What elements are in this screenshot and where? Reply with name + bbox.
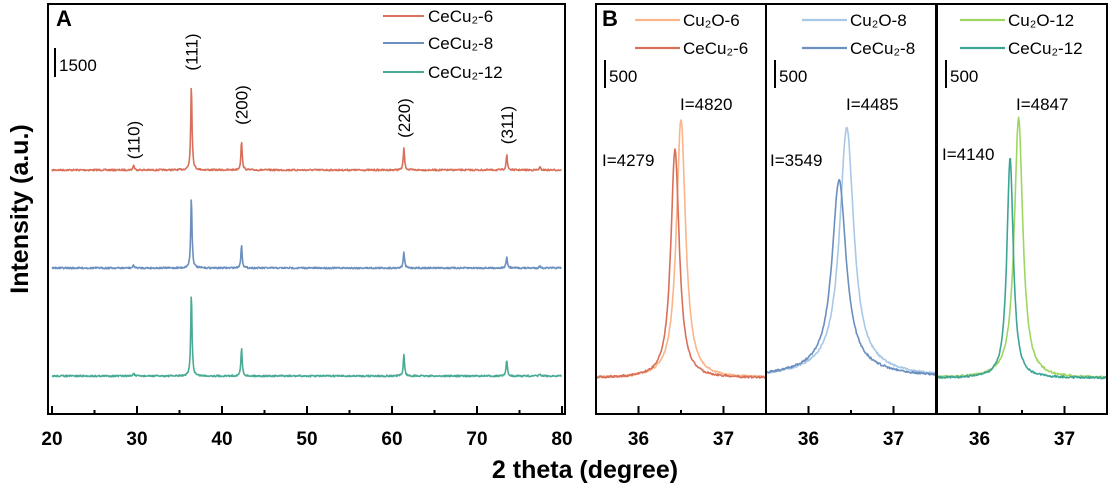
peak-intensity-label: I=3549 <box>770 151 822 170</box>
peak-intensity-label: I=4279 <box>602 151 654 170</box>
legend-label: CeCu₂-8 <box>850 39 915 58</box>
panel-b: Cu₂O-6 CeCu₂-6 500 36 37 I=4820 I=4279 Cu₂O-8 Ce… <box>595 3 1108 450</box>
subpanel-frame <box>765 3 937 415</box>
trace-CeCu₂-12 <box>936 157 1107 380</box>
x-tick-label: 37 <box>883 429 904 450</box>
x-tick-label: 36 <box>969 429 990 450</box>
panel-b-subpanels: Cu₂O-6 CeCu₂-6 500 36 37 I=4820 I=4279 Cu₂O-8 Ce… <box>595 3 1108 450</box>
subpanel-1: Cu₂O-6 CeCu₂-6 500 36 37 I=4820 I=4279 <box>595 3 767 450</box>
panel-a-legend: CeCu₂-6 CeCu₂-8 CeCu₂-12 <box>383 7 503 82</box>
panel-a-scale-bar-label: 1500 <box>59 56 97 75</box>
trace-Cu₂O-6 <box>595 119 766 379</box>
peak-intensity-label: I=4140 <box>942 145 994 164</box>
peak-intensity-label: I=4820 <box>680 95 732 114</box>
legend-label: Cu₂O-8 <box>850 11 907 30</box>
reflection-label: (200) <box>233 85 252 125</box>
legend-label: CeCu₂-12 <box>1008 39 1083 58</box>
trace-Cu₂O-8 <box>765 126 936 375</box>
legend-label: CeCu₂-6 <box>683 39 748 58</box>
legend-label: CeCu₂-8 <box>428 34 493 53</box>
scale-bar-label: 500 <box>779 67 807 86</box>
trace-1 <box>51 199 562 270</box>
trace-2 <box>51 296 563 378</box>
legend-label: CeCu₂-12 <box>428 63 503 82</box>
panel-a-label: A <box>56 6 72 31</box>
legend-label: Cu₂O-12 <box>1008 11 1074 30</box>
x-tick-label: 50 <box>296 429 317 450</box>
x-tick-label: 37 <box>1054 429 1075 450</box>
panel-a-reflection-labels: (110) (111) (200) (220) (311) <box>125 33 517 159</box>
scale-bar-label: 500 <box>950 67 978 86</box>
peak-intensity-label: I=4847 <box>1016 95 1068 114</box>
x-tick-label: 36 <box>628 429 649 450</box>
trace-CeCu₂-8 <box>765 178 936 376</box>
reflection-label: (220) <box>395 98 414 138</box>
x-tick-label: 36 <box>798 429 819 450</box>
x-tick-label: 80 <box>551 429 572 450</box>
x-tick-label: 60 <box>381 429 402 450</box>
x-axis-label: 2 theta (degree) <box>492 456 678 484</box>
trace-0 <box>51 87 562 172</box>
subpanel-3: Cu₂O-12 CeCu₂-12 500 36 37 I=4847 I=4140 <box>936 3 1108 450</box>
reflection-label: (111) <box>182 33 201 70</box>
legend-label: CeCu₂-6 <box>428 7 493 26</box>
y-axis-label: Intensity (a.u.) <box>6 124 34 293</box>
x-tick-label: 37 <box>713 429 734 450</box>
legend-label: Cu₂O-6 <box>683 11 740 30</box>
reflection-label: (110) <box>125 121 144 159</box>
x-tick-label: 40 <box>211 429 232 450</box>
x-tick-label: 70 <box>466 429 487 450</box>
x-tick-label: 20 <box>41 429 62 450</box>
panel-a-x-ticks: 20 30 40 50 60 70 80 <box>41 406 573 450</box>
x-tick-label: 30 <box>126 429 147 450</box>
peak-intensity-label: I=4485 <box>846 95 898 114</box>
panel-a: A 1500 20 30 40 50 60 70 80 (110) (111) (200) (22… <box>41 3 573 450</box>
panel-a-traces <box>51 87 563 378</box>
trace-CeCu₂-6 <box>595 148 766 379</box>
panel-b-label: B <box>602 6 618 31</box>
reflection-label: (311) <box>498 106 517 144</box>
scale-bar-label: 500 <box>609 67 637 86</box>
subpanel-2: Cu₂O-8 CeCu₂-8 500 36 37 I=4485 I=3549 <box>765 3 937 450</box>
subpanel-frame <box>595 3 767 415</box>
